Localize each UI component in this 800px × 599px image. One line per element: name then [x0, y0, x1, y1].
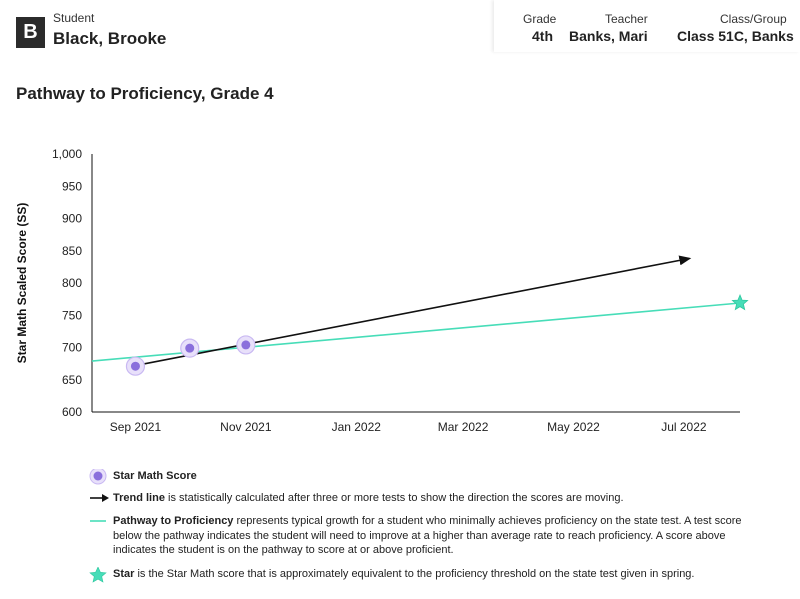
x-tick-label: Mar 2022	[438, 420, 489, 434]
legend-pathway-label: Pathway to Proficiency	[113, 515, 234, 527]
y-tick-label: 850	[62, 244, 82, 258]
class-value: Class 51C, Banks	[677, 28, 794, 44]
legend-trend-label: Trend line	[113, 492, 165, 504]
proficiency-star	[731, 293, 749, 311]
score-point	[241, 340, 251, 350]
y-tick-label: 900	[62, 212, 82, 226]
y-axis-label: Star Math Scaled Score (SS)	[15, 203, 29, 364]
y-tick-label: 950	[62, 179, 82, 193]
chart-ticks: 600 650 700 750 800 850 900 950 1,000 Sep 2021 Nov…	[52, 147, 707, 434]
star-icon	[89, 567, 107, 583]
score-dot-icon	[89, 469, 107, 485]
grade-badge: B	[16, 17, 45, 48]
teacher-value: Banks, Mari	[569, 28, 648, 44]
x-tick-label: Jan 2022	[332, 420, 382, 434]
chart-marks	[91, 255, 749, 376]
score-point	[130, 361, 140, 371]
student-caption: Student	[53, 11, 95, 25]
legend-star-text: is the Star Math score that is approxima…	[134, 568, 695, 580]
trend-arrow-icon	[90, 494, 109, 502]
grade-value: 4th	[532, 28, 553, 44]
x-tick-label: Jul 2022	[661, 420, 707, 434]
legend-score-label: Star Math Score	[113, 470, 197, 482]
chart-axes	[91, 154, 740, 413]
pathway-chart: 600 650 700 750 800 850 900 950 1,000 Sep 2021 Nov…	[15, 147, 749, 434]
class-caption: Class/Group	[720, 12, 787, 26]
grade-caption: Grade	[523, 12, 557, 26]
student-name: Black, Brooke	[53, 29, 167, 48]
x-tick-label: May 2022	[547, 420, 600, 434]
teacher-caption: Teacher	[605, 12, 648, 26]
x-tick-label: Sep 2021	[110, 420, 162, 434]
legend-pathway-text: represents typical growth for a student …	[113, 515, 742, 556]
y-tick-label: 600	[62, 405, 82, 419]
y-tick-label: 750	[62, 308, 82, 322]
pathway-line	[91, 302, 741, 362]
legend-star-label: Star	[113, 568, 135, 580]
trend-line	[135, 255, 692, 367]
pathway-line-icon	[90, 520, 106, 522]
y-tick-label: 700	[62, 341, 82, 355]
y-tick-label: 650	[62, 373, 82, 387]
y-tick-label: 1,000	[52, 147, 82, 161]
score-point	[185, 343, 195, 353]
page-title: Pathway to Proficiency, Grade 4	[16, 84, 274, 103]
y-tick-label: 800	[62, 276, 82, 290]
legend-trend-text: is statistically calculated after three …	[164, 492, 624, 504]
student-info-panel: Grade 4th Teacher Banks, Mari Class/Grou…	[494, 0, 800, 52]
x-tick-label: Nov 2021	[220, 420, 272, 434]
